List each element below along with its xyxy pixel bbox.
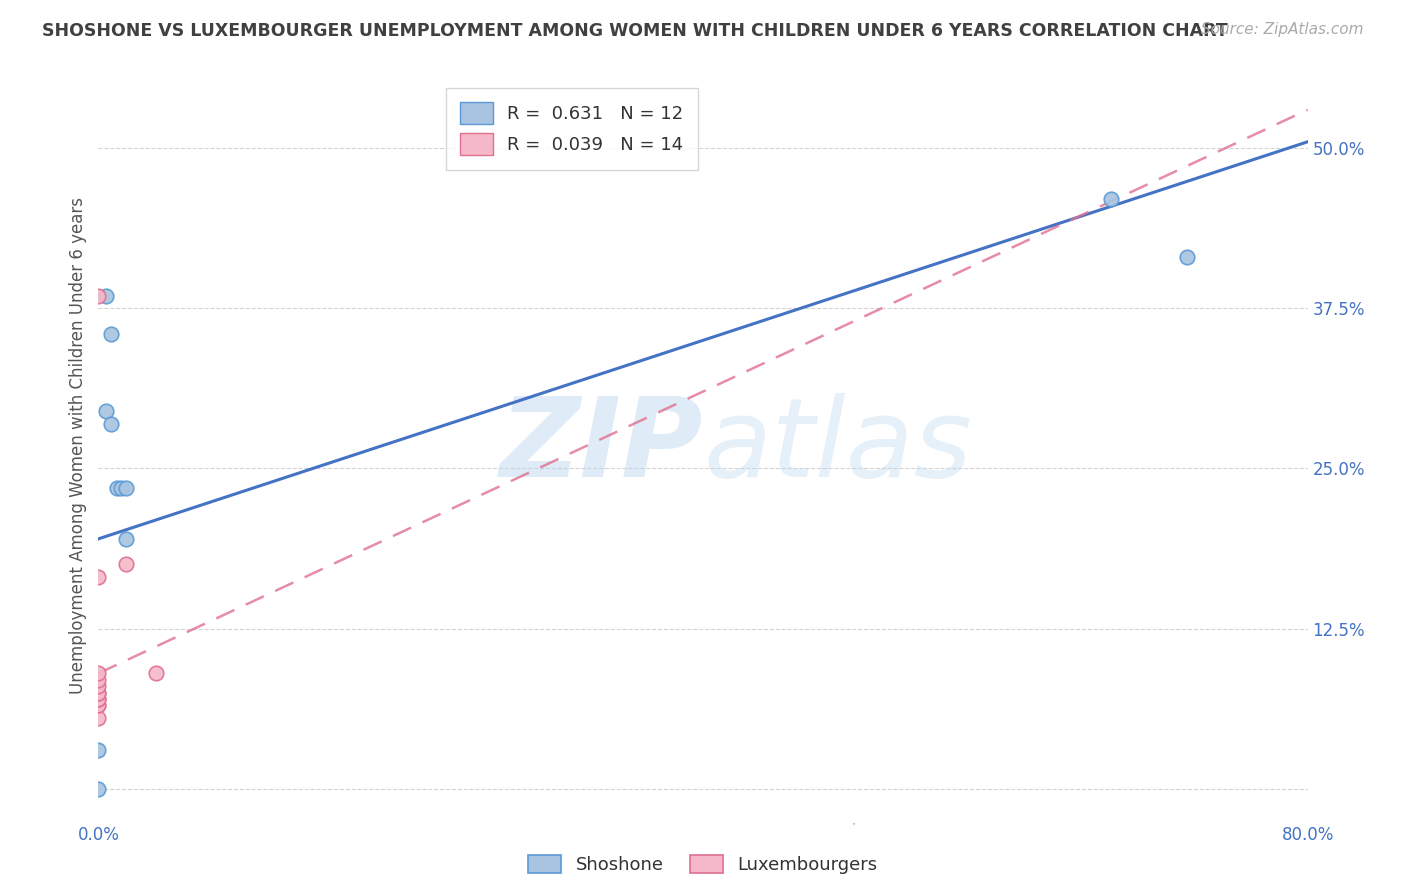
Point <box>87 698 110 713</box>
Point <box>114 532 136 546</box>
Point <box>87 698 110 713</box>
Point <box>100 417 122 431</box>
Point <box>87 570 110 584</box>
Text: ZIP: ZIP <box>499 392 703 500</box>
Point <box>87 781 110 796</box>
Point <box>87 692 110 706</box>
Point <box>105 481 128 495</box>
Text: SHOSHONE VS LUXEMBOURGER UNEMPLOYMENT AMONG WOMEN WITH CHILDREN UNDER 6 YEARS CO: SHOSHONE VS LUXEMBOURGER UNEMPLOYMENT AM… <box>42 22 1227 40</box>
Text: Source: ZipAtlas.com: Source: ZipAtlas.com <box>1201 22 1364 37</box>
Point <box>114 481 136 495</box>
Point <box>87 743 110 757</box>
Point <box>87 288 110 302</box>
Point <box>87 666 110 681</box>
Text: atlas: atlas <box>703 392 972 500</box>
Legend: Shoshone, Luxembourgers: Shoshone, Luxembourgers <box>519 846 887 883</box>
Point <box>94 288 117 302</box>
Legend: R =  0.631   N = 12, R =  0.039   N = 14: R = 0.631 N = 12, R = 0.039 N = 14 <box>446 88 697 169</box>
Point <box>100 326 122 341</box>
Point <box>1099 193 1122 207</box>
Y-axis label: Unemployment Among Women with Children Under 6 years: Unemployment Among Women with Children U… <box>69 197 87 695</box>
Point <box>87 692 110 706</box>
Point <box>94 404 117 418</box>
Point <box>87 711 110 725</box>
Point <box>87 673 110 687</box>
Point <box>87 679 110 693</box>
Point <box>145 666 167 681</box>
Point <box>110 481 132 495</box>
Point <box>114 558 136 572</box>
Point <box>87 685 110 699</box>
Point <box>1175 250 1198 264</box>
Point <box>87 685 110 699</box>
